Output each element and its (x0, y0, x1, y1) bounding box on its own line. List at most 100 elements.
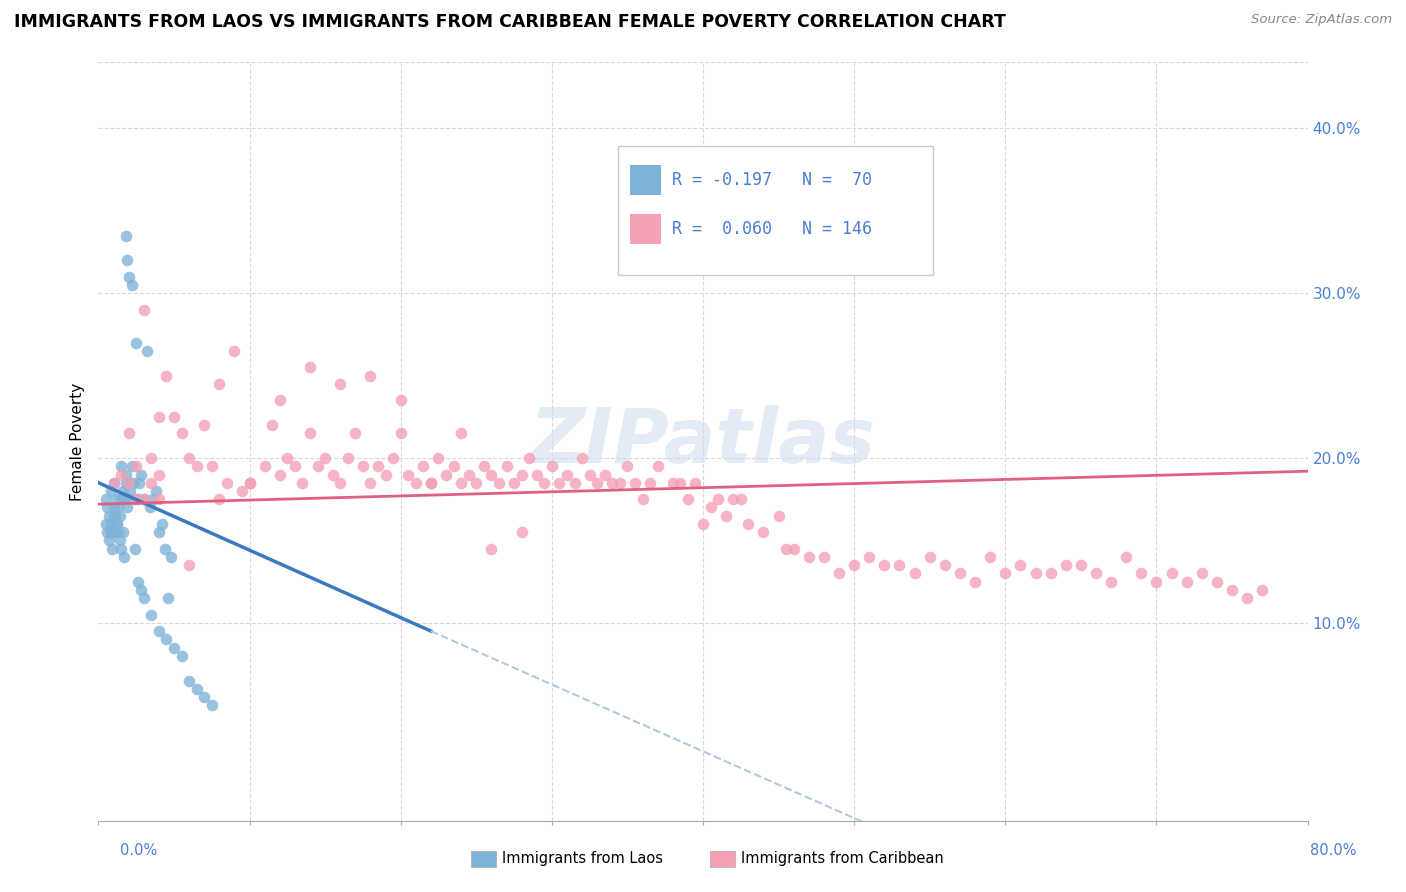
Point (510, 467, 533, 482)
Point (108, 533, 131, 548)
Point (125, 459, 148, 474)
Point (141, 450, 163, 465)
Point (420, 475, 443, 490)
Point (517, 450, 540, 465)
Point (699, 500, 721, 515)
Point (179, 450, 201, 465)
Point (488, 475, 510, 490)
Point (1054, 558, 1077, 573)
Point (374, 467, 396, 482)
Point (129, 582, 152, 597)
Point (193, 418, 215, 433)
Point (1160, 566, 1182, 581)
Point (105, 516, 128, 531)
Point (239, 475, 262, 490)
Point (1085, 566, 1108, 581)
Point (253, 459, 276, 474)
Point (389, 393, 412, 408)
Point (132, 492, 155, 507)
Point (129, 467, 152, 482)
Point (269, 467, 291, 482)
Point (503, 475, 526, 490)
Point (98, 533, 121, 548)
Point (112, 549, 135, 564)
Point (994, 566, 1017, 581)
Point (420, 475, 443, 490)
Point (299, 360, 322, 375)
Point (100, 516, 122, 531)
Point (132, 591, 155, 606)
Point (120, 483, 142, 498)
Point (344, 426, 367, 441)
Point (110, 541, 132, 556)
Point (813, 549, 835, 564)
Point (714, 508, 737, 523)
Point (142, 492, 165, 507)
Point (934, 558, 956, 573)
Point (457, 467, 479, 482)
Point (155, 632, 177, 647)
Point (555, 467, 578, 482)
Point (1130, 566, 1153, 581)
Point (215, 475, 238, 490)
Point (405, 475, 427, 490)
Point (965, 574, 987, 589)
Point (918, 549, 941, 564)
Point (676, 492, 699, 507)
Point (412, 459, 434, 474)
Point (118, 492, 141, 507)
Point (112, 492, 135, 507)
Point (775, 541, 797, 556)
Point (533, 475, 555, 490)
Point (148, 467, 170, 482)
Point (1115, 549, 1137, 564)
Point (314, 450, 336, 465)
Point (114, 228, 136, 243)
Point (1099, 574, 1122, 589)
Point (443, 459, 465, 474)
Point (118, 475, 141, 490)
Point (299, 426, 322, 441)
Point (179, 558, 201, 573)
Point (110, 459, 132, 474)
Point (631, 492, 654, 507)
Point (125, 492, 148, 507)
Point (434, 467, 457, 482)
Point (495, 459, 517, 474)
Point (481, 467, 503, 482)
Point (121, 277, 143, 292)
Point (111, 525, 134, 540)
Point (329, 376, 352, 391)
Point (201, 459, 224, 474)
Point (115, 253, 138, 268)
Point (768, 508, 790, 523)
Point (122, 475, 145, 490)
Point (115, 500, 138, 515)
Point (873, 558, 896, 573)
Point (578, 467, 600, 482)
Point (647, 459, 669, 474)
Point (389, 426, 412, 441)
Point (132, 302, 155, 317)
Point (105, 516, 128, 531)
Point (114, 467, 136, 482)
Text: R =  0.060   N = 146: R = 0.060 N = 146 (672, 220, 872, 238)
Point (98, 508, 121, 523)
Point (360, 368, 382, 383)
Text: 0.0%: 0.0% (120, 843, 156, 858)
Point (692, 516, 714, 531)
Point (564, 475, 586, 490)
Point (1144, 574, 1167, 589)
Point (602, 475, 624, 490)
Point (103, 508, 125, 523)
Point (1220, 582, 1243, 597)
Point (1251, 582, 1274, 597)
Point (121, 459, 143, 474)
Point (1191, 566, 1213, 581)
Point (148, 492, 170, 507)
Point (153, 541, 176, 556)
Point (145, 483, 167, 498)
Point (132, 492, 155, 507)
Point (110, 467, 132, 482)
Point (148, 624, 170, 639)
